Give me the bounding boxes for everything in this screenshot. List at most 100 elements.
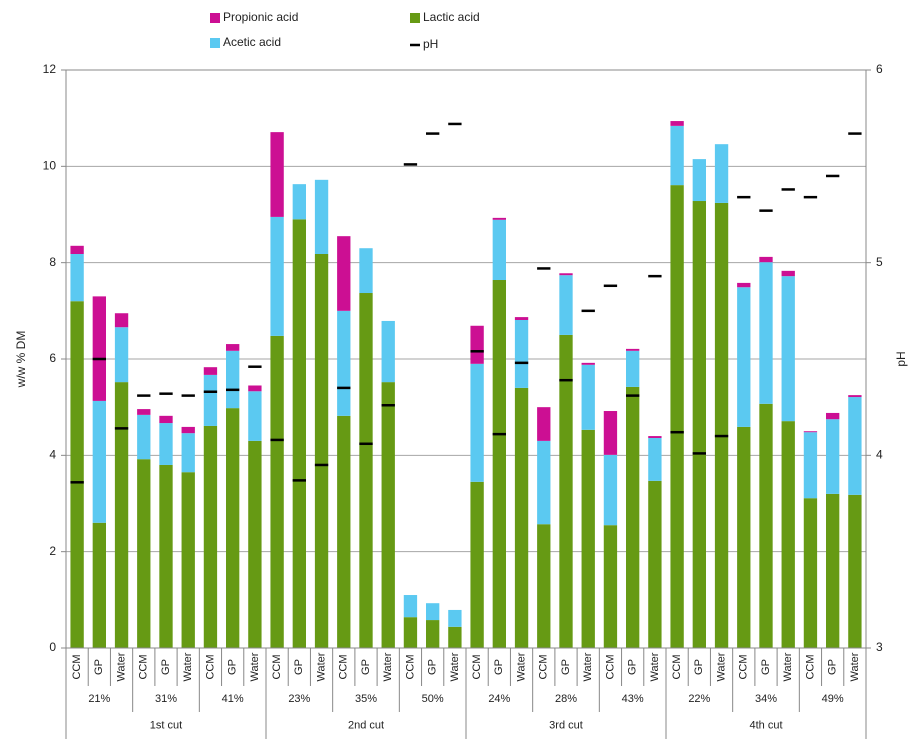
bar-segment <box>203 425 218 648</box>
y-tick-label: 4 <box>49 448 56 462</box>
bar-segment <box>626 350 640 387</box>
bar-segment <box>181 433 195 473</box>
x-tick-label: GP <box>160 659 172 675</box>
bar-segment <box>359 293 373 648</box>
bar-segment <box>759 256 773 263</box>
bar-segment <box>226 408 240 648</box>
bar-segment <box>337 236 351 311</box>
y-tick-label: 12 <box>43 62 57 76</box>
bar-segment <box>337 415 351 648</box>
x-tick-label: Water <box>182 652 194 681</box>
bar-segment <box>537 524 551 648</box>
group-label: 21% <box>88 693 110 705</box>
legend-swatch <box>210 13 220 23</box>
x-tick-label: Water <box>582 652 594 681</box>
y-tick-label: 6 <box>49 351 56 365</box>
bar-segment <box>670 121 684 126</box>
legend-label: pH <box>423 37 438 51</box>
x-tick-label: Water <box>782 652 794 681</box>
bar-segment <box>92 296 106 401</box>
y2-tick-label: 3 <box>876 640 883 654</box>
x-tick-label: CCM <box>338 654 350 679</box>
bar-segment <box>270 335 284 648</box>
x-tick-label: GP <box>427 659 439 675</box>
bar-segment <box>470 325 484 364</box>
bar-segment <box>670 125 684 186</box>
bar-segment <box>492 217 506 220</box>
legend-swatch <box>210 38 220 48</box>
bar-segment <box>692 201 706 648</box>
bar-segment <box>92 400 106 523</box>
bar-segment <box>826 419 840 494</box>
bar-segment <box>470 363 484 482</box>
x-tick-label: Water <box>115 652 127 681</box>
x-tick-label: CCM <box>538 654 550 679</box>
x-tick-label: GP <box>827 659 839 675</box>
x-tick-label: CCM <box>404 654 416 679</box>
bar-segment <box>292 219 306 649</box>
x-tick-label: GP <box>293 659 305 675</box>
bar-segment <box>226 344 240 351</box>
group-label: 43% <box>622 693 644 705</box>
x-tick-label: GP <box>627 659 639 675</box>
bar-segment <box>114 313 129 328</box>
bar-segment <box>781 270 795 277</box>
x-tick-label: Water <box>515 652 527 681</box>
bar-segment <box>426 620 440 648</box>
bar-segment <box>537 440 551 525</box>
legend-label: Lactic acid <box>423 10 480 24</box>
x-tick-label: CCM <box>804 654 816 679</box>
bar-segment <box>826 412 840 420</box>
x-tick-label: CCM <box>271 654 283 679</box>
y-tick-label: 0 <box>49 640 56 654</box>
bar-segment <box>626 348 640 351</box>
bar-segment <box>137 409 151 415</box>
bar-segment <box>381 320 395 383</box>
bar-segment <box>781 421 795 648</box>
bar-segment <box>603 411 618 455</box>
y-tick-label: 2 <box>49 544 56 558</box>
bar-segment <box>803 498 818 648</box>
bar-segment <box>314 179 329 254</box>
group-label: 28% <box>555 693 577 705</box>
bar-segment <box>314 253 329 648</box>
bar-segment <box>559 273 573 276</box>
bar-segment <box>759 262 773 404</box>
bar-segment <box>248 440 262 648</box>
x-tick-label: Water <box>649 652 661 681</box>
cut-label: 4th cut <box>749 719 782 731</box>
bar-segment <box>848 397 862 495</box>
y2-tick-label: 5 <box>876 255 883 269</box>
bar-segment <box>270 132 284 217</box>
cut-label: 3rd cut <box>549 719 583 731</box>
bar-segment <box>603 454 618 526</box>
bar-segment <box>537 407 551 441</box>
bar-segment <box>714 202 729 648</box>
bar-segment <box>448 626 462 648</box>
bar-segment <box>92 522 106 648</box>
x-tick-label: CCM <box>604 654 616 679</box>
bar-segment <box>226 350 240 409</box>
bar-segment <box>292 184 306 220</box>
bar-segment <box>492 219 506 281</box>
x-tick-label: Water <box>715 652 727 681</box>
group-label: 50% <box>422 693 444 705</box>
bar-segment <box>270 216 284 336</box>
group-label: 34% <box>755 693 777 705</box>
bar-segment <box>159 423 173 465</box>
bar-segment <box>403 595 418 618</box>
bar-segment <box>203 374 218 426</box>
bar-segment <box>826 493 840 648</box>
group-label: 23% <box>288 693 310 705</box>
bar-segment <box>648 436 662 438</box>
bar-segment <box>137 459 151 648</box>
group-label: 49% <box>822 693 844 705</box>
group-label: 22% <box>688 693 710 705</box>
cut-label: 2nd cut <box>348 719 384 731</box>
bar-segment <box>781 276 795 422</box>
group-label: 35% <box>355 693 377 705</box>
x-tick-label: GP <box>693 659 705 675</box>
y-axis-label: w/w % DM <box>14 331 28 389</box>
y2-tick-label: 6 <box>876 62 883 76</box>
